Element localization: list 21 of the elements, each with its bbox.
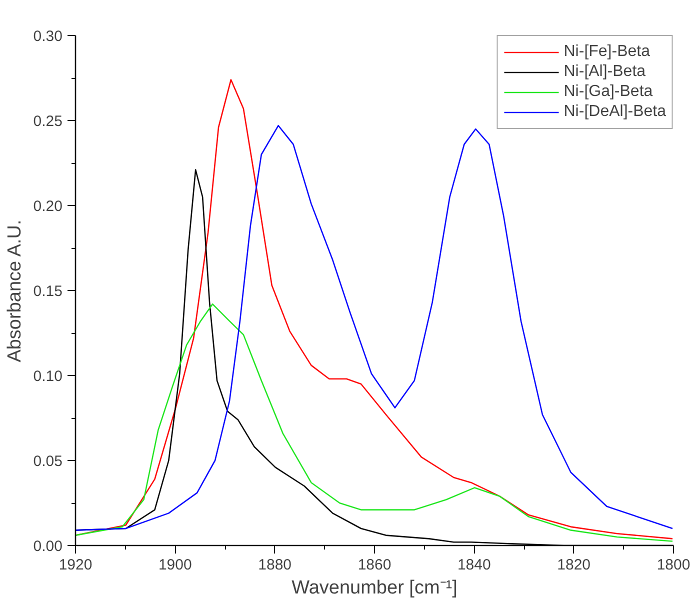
y-tick-label: 0.30 xyxy=(33,28,63,45)
x-tick-label: 1880 xyxy=(258,556,292,574)
x-axis-title: Wavenumber [cm⁻¹] xyxy=(292,578,458,598)
y-tick-label: 0.20 xyxy=(33,198,63,215)
x-tick-label: 1860 xyxy=(358,556,392,574)
y-tick-label: 0.05 xyxy=(33,453,63,470)
x-tick-label: 1840 xyxy=(457,556,491,574)
legend-label: Ni-[Fe]-Beta xyxy=(564,43,650,61)
line-series xyxy=(76,303,674,542)
y-tick-label: 0.15 xyxy=(33,283,63,300)
legend-label: Ni-[DeAl]-Beta xyxy=(564,103,666,121)
y-tick-label: 0.00 xyxy=(33,538,63,555)
x-tick-label: 1820 xyxy=(557,556,591,574)
x-tick-label: 1800 xyxy=(656,556,690,574)
y-tick-label: 0.10 xyxy=(33,368,63,385)
legend-label: Ni-[Al]-Beta xyxy=(564,63,646,81)
legend-label: Ni-[Ga]-Beta xyxy=(564,83,653,101)
y-tick-label: 0.25 xyxy=(33,113,63,130)
y-axis-title: Absorbance A.U. xyxy=(4,220,26,362)
x-tick-label: 1920 xyxy=(58,556,92,574)
x-tick-label: 1900 xyxy=(158,556,192,574)
